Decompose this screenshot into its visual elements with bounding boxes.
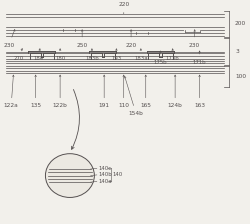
Text: 220: 220: [118, 2, 129, 14]
Circle shape: [46, 154, 94, 197]
Text: 140b: 140b: [98, 172, 112, 177]
Text: 230: 230: [3, 30, 15, 47]
Text: 163: 163: [194, 75, 205, 108]
Text: 154b: 154b: [124, 76, 144, 116]
Text: 140c: 140c: [98, 166, 111, 171]
Text: 124b: 124b: [168, 75, 182, 108]
Text: 165: 165: [140, 75, 151, 108]
Text: 200: 200: [235, 22, 246, 26]
Text: 183a: 183a: [134, 49, 148, 61]
Text: 140: 140: [113, 172, 123, 177]
Text: 175b: 175b: [154, 51, 167, 65]
Text: 173b: 173b: [166, 49, 179, 61]
Text: 270: 270: [14, 49, 24, 61]
Text: 184: 184: [33, 49, 43, 61]
Text: 110: 110: [118, 75, 129, 108]
Text: 230: 230: [189, 30, 200, 47]
Text: 135: 135: [30, 75, 41, 108]
Text: 122a: 122a: [4, 75, 18, 108]
Text: 193: 193: [111, 49, 122, 61]
Text: 220: 220: [126, 30, 137, 47]
Text: 171b: 171b: [193, 51, 206, 65]
Text: 191: 191: [99, 75, 110, 108]
Text: 183b: 183b: [85, 49, 99, 61]
Text: 250: 250: [76, 30, 88, 47]
Text: 140a: 140a: [98, 179, 112, 184]
Text: 3: 3: [235, 49, 239, 54]
Text: 180: 180: [55, 49, 65, 61]
Text: 100: 100: [235, 74, 246, 79]
Text: 122b: 122b: [53, 75, 68, 108]
